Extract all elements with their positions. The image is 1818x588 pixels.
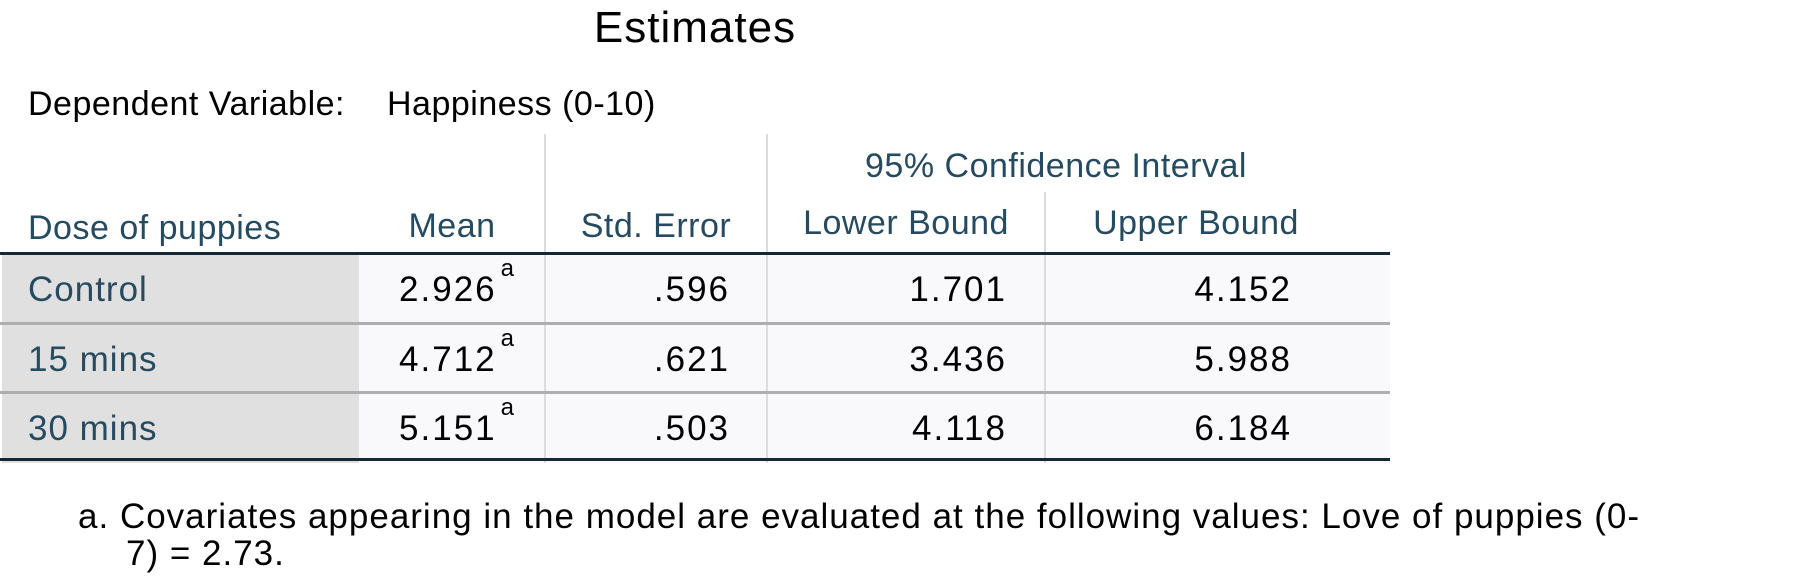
cell-upper-bound: 4.152 [1194,270,1292,309]
dependent-variable-label: Dependent Variable: [28,85,345,123]
column-header-ci-group: 95% Confidence Interval [865,147,1247,185]
cell-std-error: .596 [653,270,730,309]
cell-divider [1044,394,1046,463]
column-header-mean: Mean [408,207,496,245]
cell-lower-bound: 1.701 [909,270,1007,309]
row-label-cell [2,394,359,463]
footnote-ref: a [500,325,514,352]
table-row: 30 mins 5.151a .503 4.118 6.184 [0,394,1390,463]
header-divider-lower-upper [1044,192,1046,262]
dependent-variable-value: Happiness (0-10) [386,85,656,123]
column-header-lower-bound: Lower Bound [803,204,1009,242]
table-footnote: a. Covariates appearing in the model are… [78,498,1818,572]
cell-lower-bound: 4.118 [912,409,1007,448]
footnote-text-line-2: 7) = 2.73. [126,534,285,573]
footnote-marker: a. [78,497,110,536]
cell-upper-bound: 5.988 [1194,340,1292,379]
row-label: Control [28,270,148,309]
row-data-cells [359,394,1390,463]
row-header-dose: Dose of puppies [28,209,282,247]
cell-divider [1044,325,1046,394]
cell-divider [766,325,768,394]
row-label: 30 mins [28,409,158,448]
mean-value: 4.712 [399,340,497,379]
cell-divider [544,325,546,394]
row-data-cells [359,255,1390,324]
table-bottom-rule [0,458,1390,461]
cell-divider [1044,255,1046,324]
table-row: Control 2.926a .596 1.701 4.152 [0,255,1390,324]
footnote-line-1: a. Covariates appearing in the model are… [78,498,1818,535]
column-header-upper-bound: Upper Bound [1093,204,1299,242]
row-label-cell [2,255,359,324]
cell-upper-bound: 6.184 [1194,409,1292,448]
footnote-ref: a [500,394,514,421]
table-row: 15 mins 4.712a .621 3.436 5.988 [0,325,1390,394]
row-label-cell [2,325,359,394]
cell-divider [766,394,768,463]
row-separator [0,322,1390,325]
cell-mean: 4.712a [399,325,514,394]
row-separator [0,391,1390,394]
cell-std-error: .503 [653,409,730,448]
cell-divider [544,255,546,324]
row-data-cells [359,325,1390,394]
estimates-table: 95% Confidence Interval Dose of puppies … [0,134,1390,463]
header-divider-stderr-ci [766,134,768,262]
column-header-std-error: Std. Error [580,207,732,245]
cell-std-error: .621 [653,340,730,379]
cell-mean: 2.926a [399,255,514,324]
row-label: 15 mins [28,340,158,379]
cell-lower-bound: 3.436 [909,340,1007,379]
footnote-text-line-1: Covariates appearing in the model are ev… [119,497,1641,536]
cell-mean: 5.151a [399,394,514,463]
cell-divider [766,255,768,324]
cell-divider [544,394,546,463]
header-rule [0,252,1390,255]
footnote-ref: a [500,255,514,282]
mean-value: 5.151 [399,409,497,448]
dependent-variable-line: Dependent Variable: Happiness (0-10) [28,84,656,124]
header-divider-mean-stderr [544,134,546,262]
mean-value: 2.926 [399,270,497,309]
table-title: Estimates [593,3,797,52]
